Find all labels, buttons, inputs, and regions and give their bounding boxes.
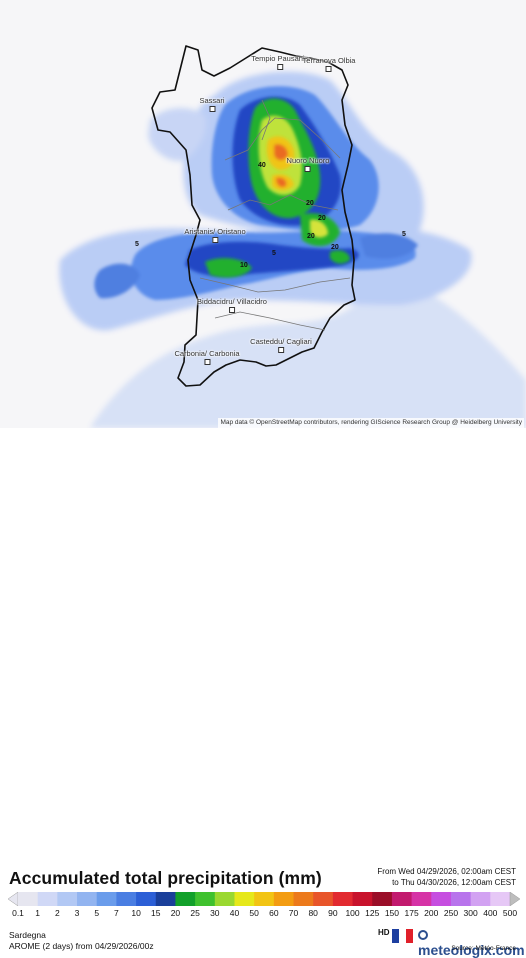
data-source: Source: Météo-France [451, 945, 516, 952]
time-range: From Wed 04/29/2026, 02:00am CEST to Thu… [377, 866, 516, 888]
scale-tick-label: 0.1 [12, 908, 24, 918]
value-label: 40 [258, 162, 266, 169]
meteologix-logo-icon [418, 930, 428, 940]
precipitation-map[interactable]: Tempio Pausania Terranova Olbia Sassari … [0, 0, 526, 428]
city-label: Terranova Olbia [302, 56, 356, 65]
scale-swatch [490, 892, 511, 906]
scale-swatch [136, 892, 157, 906]
scale-tick-label: 3 [74, 908, 80, 918]
scale-tick-label: 30 [210, 908, 220, 918]
scale-tick-label: 7 [114, 908, 119, 918]
scale-swatch [175, 892, 196, 906]
scale-swatch [116, 892, 137, 906]
scale-swatch [234, 892, 255, 906]
scale-arrow-left [8, 892, 19, 906]
scale-swatch [431, 892, 452, 906]
city-label: Carbonia/ Carbonia [174, 349, 240, 358]
model-run: AROME (2 days) from 04/29/2026/00z [9, 941, 154, 951]
scale-tick-label: 1 [35, 908, 41, 918]
scale-swatch [18, 892, 39, 906]
scale-swatch [214, 892, 235, 906]
city-terranova: Terranova Olbia [302, 56, 356, 72]
city-nuoro: Nuoro Nuoro [286, 156, 330, 172]
scale-tick-label: 500 [502, 908, 518, 918]
time-range-to: to Thu 04/30/2026, 12:00am CEST [392, 878, 516, 887]
precip-layer-core [266, 136, 295, 191]
coastline [151, 45, 356, 387]
scale-tick-label: 125 [365, 908, 380, 918]
scale-swatch [313, 892, 334, 906]
value-label: 20 [307, 233, 315, 240]
city-biddacidru: Biddacidru/ Villacidro [197, 298, 267, 313]
brand-logo[interactable]: meteologix.com [418, 926, 526, 958]
legend-footer: Accumulated total precipitation (mm) Fro… [0, 428, 526, 958]
city-carbonia: Carbonia/ Carbonia [174, 349, 240, 365]
scale-swatch [411, 892, 432, 906]
scale-tick-label: 90 [328, 908, 338, 918]
scale-swatch [273, 892, 295, 906]
scale-tick-label: 175 [404, 908, 419, 918]
city-sassari: Sassari [199, 96, 225, 112]
value-label: 20 [318, 215, 326, 222]
scale-swatch [96, 892, 117, 906]
scale-tick-label: 60 [269, 908, 279, 918]
scale-tick-label: 15 [151, 908, 161, 918]
scale-swatch [155, 892, 176, 906]
value-label: 5 [402, 231, 406, 238]
scale-tick-label: 300 [463, 908, 478, 918]
city-label: Tempio Pausania [251, 54, 309, 63]
value-label: 20 [331, 244, 339, 251]
value-label: 5 [272, 250, 276, 257]
province-borders [199, 99, 351, 331]
scale-tick-label: 2 [54, 908, 60, 918]
map-attribution: Map data © OpenStreetMap contributors, r… [218, 418, 524, 428]
scale-tick-label: 200 [424, 908, 439, 918]
city-tempio: Tempio Pausania [251, 55, 309, 70]
legend-title: Accumulated total precipitation (mm) [9, 868, 322, 888]
scale-swatch [391, 892, 413, 906]
color-scale-labels: 0.1 1 2 3 5 7 10 15 20 25 30 40 50 60 70 80 90 100 125 150 1… [0, 908, 526, 920]
color-scale [8, 892, 520, 906]
scale-swatch [293, 892, 314, 906]
scale-tick-label: 50 [249, 908, 259, 918]
city-aristanis: Aristanis/ Oristano [184, 227, 246, 243]
city-casteddu: Casteddu/ Cagliari [250, 338, 312, 353]
scale-swatch [37, 892, 58, 906]
scale-tick-label: 80 [308, 908, 318, 918]
value-label: 10 [240, 262, 248, 269]
scale-tick-label: 20 [170, 908, 181, 918]
city-label: Casteddu/ Cagliari [250, 337, 312, 346]
scale-tick-label: 100 [345, 908, 360, 918]
city-label: Biddacidru/ Villacidro [197, 297, 267, 306]
scale-tick-label: 70 [288, 908, 299, 918]
scale-swatch [470, 892, 491, 906]
scale-tick-label: 5 [94, 908, 100, 918]
time-range-from: From Wed 04/29/2026, 02:00am CEST [377, 867, 516, 876]
scale-swatch [450, 892, 472, 906]
city-label: Nuoro Nuoro [286, 156, 330, 165]
map-canvas [59, 45, 526, 428]
france-flag-icon[interactable] [392, 929, 413, 943]
value-label: 5 [135, 241, 139, 248]
scale-swatch [57, 892, 78, 906]
region-name: Sardegna [9, 930, 46, 940]
scale-tick-label: 400 [483, 908, 498, 918]
value-label: 20 [306, 200, 314, 207]
scale-arrow-right [509, 892, 520, 906]
scale-swatch [254, 892, 275, 906]
scale-swatch [372, 892, 393, 906]
city-label: Sassari [199, 96, 225, 105]
scale-tick-label: 40 [229, 908, 240, 918]
scale-swatch [332, 892, 354, 906]
scale-tick-label: 150 [384, 908, 399, 918]
scale-tick-label: 250 [443, 908, 459, 918]
hd-badge[interactable]: HD [378, 928, 390, 937]
scale-tick-label: 10 [131, 908, 141, 918]
scale-swatch [77, 892, 98, 906]
scale-swatch [195, 892, 216, 906]
scale-tick-label: 25 [190, 908, 200, 918]
city-label: Aristanis/ Oristano [184, 227, 246, 236]
scale-swatch [352, 892, 373, 906]
